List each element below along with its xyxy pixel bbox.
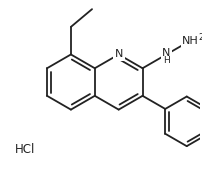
Text: HCl: HCl [14,142,35,155]
Text: 2: 2 [198,33,202,42]
Text: H: H [162,56,169,65]
Text: N: N [161,49,170,58]
Text: N: N [114,50,122,59]
Text: NH: NH [181,36,198,46]
